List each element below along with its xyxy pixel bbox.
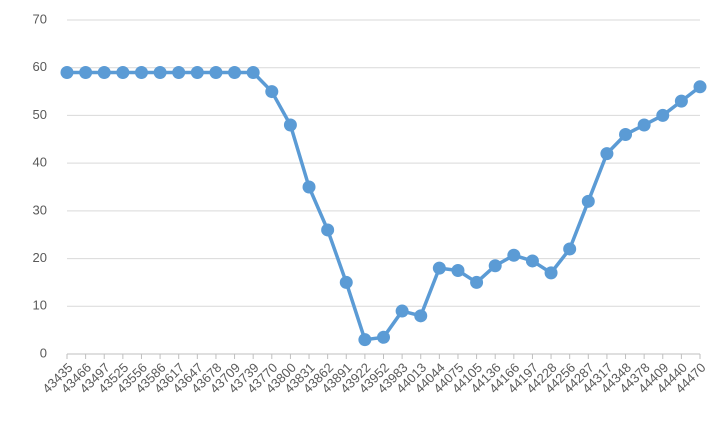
point (79, 65, 93, 79)
point (246, 65, 260, 79)
y-tick-label: 20 (33, 250, 47, 265)
y-tick-label: 10 (33, 298, 47, 313)
point (134, 65, 148, 79)
point (358, 333, 372, 347)
point (470, 275, 484, 289)
y-tick-label: 60 (33, 59, 47, 74)
point (302, 180, 316, 194)
y-tick-label: 0 (40, 345, 47, 360)
point (544, 266, 558, 280)
y-tick-label: 30 (33, 202, 47, 217)
point (190, 65, 204, 79)
point (674, 94, 688, 108)
point (563, 242, 577, 256)
point (377, 330, 390, 344)
point (321, 223, 335, 237)
line (67, 70, 702, 342)
point (116, 65, 130, 79)
point (153, 65, 167, 79)
point (265, 85, 279, 99)
point (339, 275, 353, 289)
point (656, 108, 670, 122)
point (525, 254, 539, 268)
y-tick-label: 50 (33, 107, 47, 122)
point (209, 65, 223, 79)
point (488, 259, 502, 273)
point (228, 65, 242, 79)
point (451, 264, 465, 277)
y-tick-label: 70 (33, 11, 47, 26)
point (600, 147, 614, 161)
point (60, 65, 74, 79)
point (507, 248, 521, 262)
point (283, 118, 297, 132)
point (432, 261, 446, 275)
point (581, 194, 595, 208)
point (619, 128, 633, 142)
point (395, 304, 409, 318)
point (637, 118, 651, 132)
point (693, 80, 707, 94)
point (172, 65, 186, 79)
point (414, 309, 428, 323)
point (97, 65, 111, 79)
y-tick-label: 40 (33, 155, 47, 170)
